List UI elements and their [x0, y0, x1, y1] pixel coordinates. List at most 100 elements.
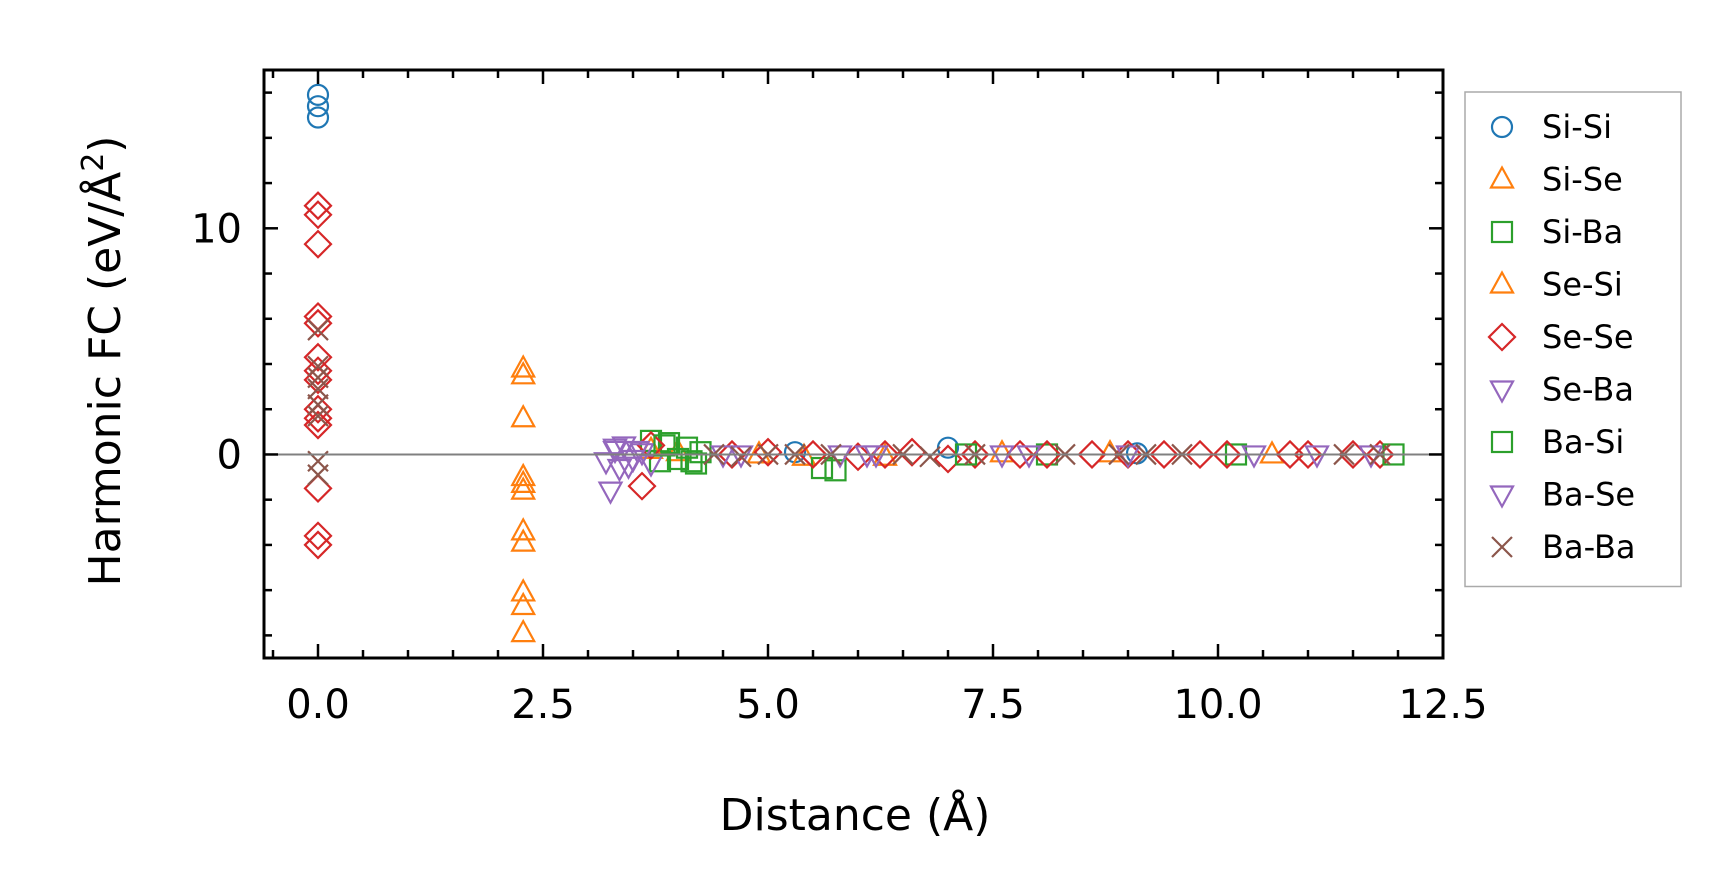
point-se-ba — [638, 454, 664, 478]
point-ba-ba — [307, 319, 329, 341]
point-si-se — [510, 618, 537, 643]
series-ba-se — [602, 438, 1267, 481]
point-se-se — [303, 394, 333, 424]
point-si-se — [510, 476, 537, 500]
point-ba-ba — [730, 445, 752, 468]
legend-label-si-se: Si-Se — [1542, 161, 1623, 199]
point-se-se — [798, 439, 828, 470]
point-ba-si — [680, 450, 703, 473]
point-ba-se — [602, 438, 628, 462]
chart-axes: 0.0 2.5 5.0 7.5 10.0 12.5 0 10 — [191, 68, 1488, 728]
x-tick-label: 0.0 — [286, 682, 350, 728]
legend-marker-si-ba — [1490, 220, 1514, 244]
legend-marker-ba-si — [1490, 430, 1514, 454]
x-tick-label: 12.5 — [1398, 682, 1487, 728]
point-ba-se — [615, 456, 642, 481]
legend-label-ba-ba: Ba-Ba — [1542, 528, 1636, 566]
y-tick-label: 10 — [191, 206, 242, 252]
point-ba-ba — [307, 393, 329, 416]
point-ba-ba — [307, 405, 329, 427]
point-se-se — [303, 530, 333, 560]
point-se-se — [1212, 439, 1242, 470]
x-tick-label: 5.0 — [736, 682, 800, 728]
x-axis-label: Distance (Å) — [720, 788, 991, 841]
point-ba-ba — [307, 355, 329, 378]
legend-label-se-ba: Se-Ba — [1542, 371, 1634, 409]
point-se-se — [303, 308, 333, 338]
point-se-se — [753, 437, 783, 467]
y-axis-label-close: ) — [80, 136, 131, 153]
legend-item-ba-si: Ba-Si — [1490, 423, 1624, 461]
point-ba-ba — [307, 366, 329, 389]
point-se-se — [1077, 439, 1107, 470]
point-ba-se — [728, 445, 754, 469]
y-axis-label-main: Harmonic FC (eV/Å — [78, 172, 131, 587]
point-si-se — [510, 517, 537, 541]
point-se-se — [303, 342, 333, 372]
point-si-se — [510, 591, 537, 616]
point-ba-se — [624, 440, 651, 465]
point-se-se — [303, 191, 333, 221]
legend-marker-ba-se — [1489, 485, 1515, 509]
point-si-se — [989, 439, 1015, 463]
point-si-se — [510, 361, 537, 385]
x-tick-label: 7.5 — [961, 682, 1025, 728]
point-se-se — [1149, 439, 1179, 470]
point-se-se — [1293, 439, 1323, 470]
point-si-si — [306, 83, 330, 106]
legend-item-se-si: Se-Si — [1489, 266, 1623, 304]
point-si-si — [306, 106, 330, 129]
point-si-se — [510, 469, 537, 493]
point-se-se — [843, 442, 873, 472]
point-ba-se — [1241, 445, 1267, 469]
point-se-se — [960, 439, 990, 470]
legend-item-si-si: Si-Si — [1490, 108, 1612, 146]
point-se-se — [1365, 439, 1395, 470]
legend-label-si-si: Si-Si — [1542, 108, 1612, 146]
legend-item-si-ba: Si-Ba — [1490, 213, 1623, 251]
legend-marker-ba-ba — [1491, 536, 1513, 558]
point-se-ba — [597, 481, 624, 505]
legend-item-ba-se: Ba-Se — [1489, 476, 1635, 514]
point-si-se — [510, 462, 537, 487]
point-se-ba — [989, 445, 1015, 469]
point-si-se — [510, 403, 537, 428]
point-si-se — [510, 354, 537, 378]
legend-label-se-si: Se-Si — [1542, 266, 1623, 304]
legend-marker-si-se — [1489, 165, 1515, 189]
point-ba-ba — [307, 378, 329, 400]
legend-item-ba-ba: Ba-Ba — [1491, 528, 1636, 566]
legend-marker-se-si — [1489, 270, 1515, 294]
x-tick-label: 10.0 — [1173, 682, 1262, 728]
point-se-se — [303, 356, 333, 386]
point-ba-se — [863, 445, 889, 469]
point-se-se — [303, 521, 333, 551]
point-se-se — [1185, 439, 1215, 470]
legend-marker-se-ba — [1489, 380, 1515, 404]
point-si-se — [510, 578, 537, 602]
legend-label-se-se: Se-Se — [1542, 318, 1634, 356]
point-ba-ba — [919, 445, 941, 468]
legend: Si-Si Si-Se Si-Ba Se-Si Se-Se Se-Ba Ba-Si Ba-Se… — [1464, 91, 1682, 588]
point-se-se — [303, 200, 333, 230]
legend-marker-si-si — [1490, 115, 1514, 139]
y-axis-label: Harmonic FC (eV/Å2) — [76, 136, 131, 587]
point-se-se — [303, 229, 333, 259]
legend-label-ba-si: Ba-Si — [1542, 423, 1624, 461]
legend-marker-se-se — [1487, 322, 1517, 352]
point-se-se — [627, 471, 657, 501]
point-se-se — [303, 410, 333, 440]
legend-label-si-ba: Si-Ba — [1542, 213, 1623, 251]
point-si-se — [510, 528, 537, 552]
y-axis-label-superscript: 2 — [76, 153, 111, 172]
y-tick-label: 0 — [217, 432, 242, 478]
series-si-se — [510, 354, 1285, 643]
legend-item-se-ba: Se-Ba — [1489, 371, 1634, 409]
legend-item-se-se: Se-Se — [1487, 318, 1634, 356]
point-si-si — [306, 95, 330, 118]
point-ba-ba — [307, 464, 329, 486]
point-se-se — [717, 439, 747, 470]
point-se-ba — [1304, 445, 1330, 469]
legend-label-ba-se: Ba-Se — [1542, 476, 1635, 514]
